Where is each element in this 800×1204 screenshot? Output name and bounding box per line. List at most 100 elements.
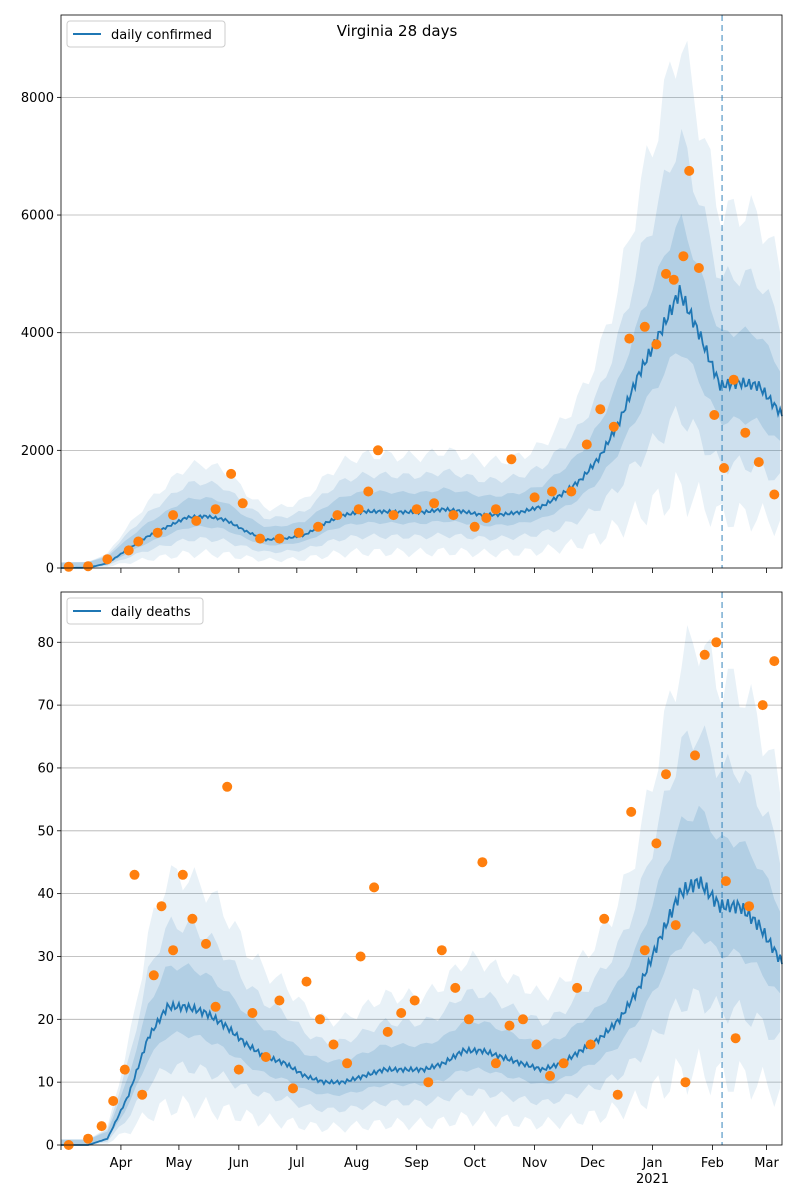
observation-point — [156, 901, 167, 912]
confirmed-x-axis — [60, 568, 767, 573]
uncertainty-band — [61, 213, 781, 568]
observation-point — [119, 1064, 130, 1075]
observation-point — [210, 1001, 221, 1012]
observation-point — [423, 1077, 434, 1088]
observation-point — [222, 781, 233, 792]
observation-point — [566, 486, 577, 497]
observation-point — [684, 165, 695, 176]
confirmed-grid — [61, 96, 782, 451]
observation-point — [342, 1058, 353, 1069]
observation-point — [599, 913, 610, 924]
observation-point — [355, 951, 366, 962]
observation-point — [670, 920, 681, 931]
observation-point — [108, 1096, 119, 1106]
deaths-axes-frame — [60, 591, 783, 1146]
confirmed-uncertainty-bands — [61, 40, 781, 569]
observation-point — [396, 1008, 407, 1018]
confirmed-series-lines — [61, 285, 783, 569]
observation-point — [409, 995, 420, 1006]
y-tick-label: 2000 — [21, 444, 54, 459]
deaths-observations — [63, 637, 780, 1150]
observation-point — [83, 1133, 94, 1144]
legend-label: daily deaths — [111, 605, 191, 620]
observation-point — [332, 510, 343, 521]
x-tick-label: Oct — [463, 1156, 485, 1171]
observation-point — [651, 838, 662, 849]
y-tick-label: 6000 — [21, 209, 54, 224]
observation-point — [585, 1039, 596, 1050]
observation-point — [363, 486, 374, 497]
observation-point — [247, 1008, 258, 1018]
x-tick-label: Nov — [522, 1156, 548, 1171]
x-tick-label: Dec — [580, 1156, 605, 1171]
uncertainty-band — [61, 725, 781, 1145]
x-tick-label: Feb — [701, 1156, 724, 1171]
x-tick-label: Apr — [110, 1156, 133, 1171]
uncertainty-band — [61, 805, 781, 1145]
x-tick-year-label: 2021 — [636, 1172, 669, 1187]
observation-point — [545, 1070, 555, 1081]
observation-point — [661, 268, 671, 279]
observation-point — [558, 1058, 569, 1069]
observation-point — [177, 869, 188, 880]
observation-point — [288, 1083, 298, 1094]
observation-point — [168, 510, 179, 521]
y-tick-label: 60 — [37, 761, 54, 776]
observation-point — [719, 463, 729, 473]
observation-point — [201, 938, 211, 949]
deaths-series-lines — [61, 876, 783, 1146]
x-tick-label: Aug — [344, 1156, 369, 1171]
x-tick-label: Mar — [754, 1156, 779, 1171]
confirmed-y-axis: 0 2000 4000 6000 8000 — [21, 91, 61, 577]
y-tick-label: 0 — [46, 562, 54, 577]
legend-box — [66, 597, 204, 625]
observation-point — [260, 1052, 271, 1062]
uncertainty-band — [61, 40, 781, 569]
observation-point — [709, 410, 720, 420]
x-tick-label: Jul — [288, 1156, 305, 1171]
confirmed-panel: 0 2000 4000 6000 8000 daily confirmed Virgin… — [21, 14, 783, 577]
y-tick-label: 20 — [37, 1013, 54, 1028]
observation-point — [608, 421, 619, 432]
observation-point — [639, 321, 650, 332]
legend-label: daily confirmed — [111, 28, 212, 43]
observation-point — [678, 251, 689, 262]
y-tick-label: 40 — [37, 887, 54, 902]
observation-point — [612, 1089, 623, 1100]
observation-point — [690, 750, 700, 761]
uncertainty-band — [61, 128, 781, 568]
x-tick-label: Jun — [228, 1156, 249, 1171]
x-tick-label: May — [165, 1156, 192, 1171]
observation-point — [382, 1026, 393, 1037]
observation-point — [624, 333, 635, 344]
observation-point — [490, 504, 501, 515]
observation-point — [191, 515, 202, 526]
observation-point — [274, 533, 285, 544]
observation-point — [529, 492, 540, 503]
observation-point — [293, 527, 304, 538]
observation-point — [301, 976, 312, 987]
observation-point — [753, 457, 764, 468]
observation-point — [429, 498, 440, 509]
observation-point — [369, 882, 380, 893]
observation-point — [353, 504, 364, 515]
observation-point — [129, 869, 140, 880]
observation-point — [547, 486, 557, 497]
observation-point — [531, 1039, 542, 1050]
y-tick-label: 0 — [46, 1139, 54, 1154]
observation-point — [226, 468, 237, 479]
observation-point — [210, 504, 221, 515]
observation-point — [315, 1014, 325, 1025]
y-tick-label: 70 — [37, 699, 54, 714]
observation-point — [463, 1014, 474, 1025]
observation-point — [187, 913, 198, 924]
observation-point — [481, 513, 492, 523]
observation-point — [740, 427, 751, 438]
deaths-y-axis: 0 10 20 30 40 50 60 70 80 — [37, 636, 61, 1154]
observation-point — [572, 982, 583, 993]
observation-point — [720, 876, 731, 887]
observation-point — [96, 1121, 107, 1132]
observation-point — [133, 536, 144, 547]
